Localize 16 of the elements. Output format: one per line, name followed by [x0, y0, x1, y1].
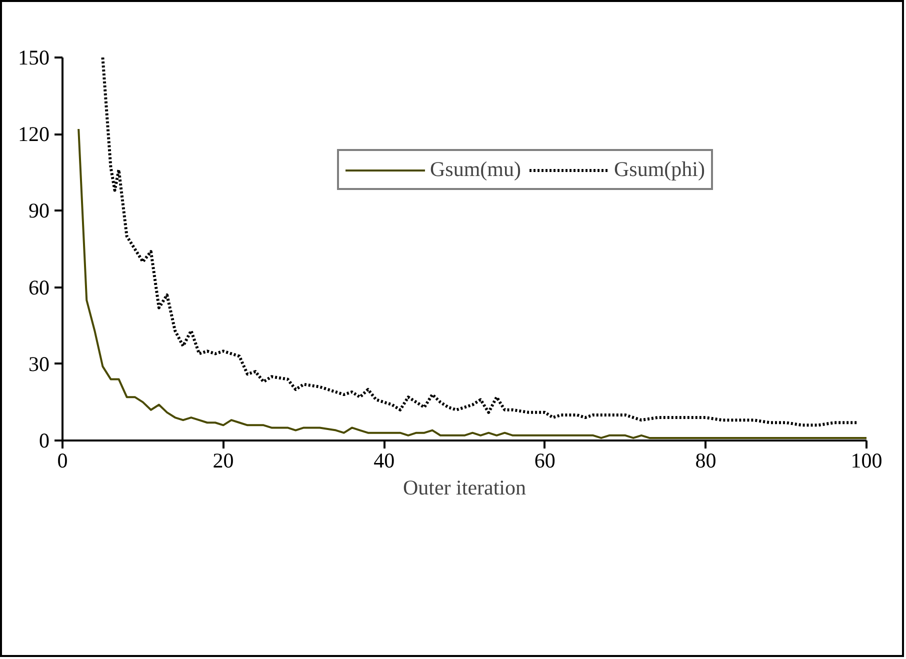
- legend-label: Gsum(mu): [430, 157, 521, 182]
- x-tick-label: 40: [374, 448, 395, 472]
- y-tick-label: 150: [18, 46, 50, 70]
- y-tick-label: 0: [39, 428, 50, 452]
- x-tick-label: 0: [57, 448, 68, 472]
- x-tick-label: 80: [695, 448, 716, 472]
- line-series: [78, 128, 866, 439]
- legend-label: Gsum(phi): [614, 157, 705, 182]
- y-tick-label: 120: [18, 122, 50, 146]
- x-axis-title: Outer iteration: [402, 476, 527, 500]
- y-tick-label: 90: [28, 198, 50, 223]
- x-tick-label: 100: [850, 448, 882, 472]
- x-tick-label: 20: [212, 448, 234, 472]
- y-tick-label: 30: [28, 352, 50, 376]
- y-tick-label: 60: [28, 275, 50, 300]
- x-tick-label: 60: [534, 448, 556, 472]
